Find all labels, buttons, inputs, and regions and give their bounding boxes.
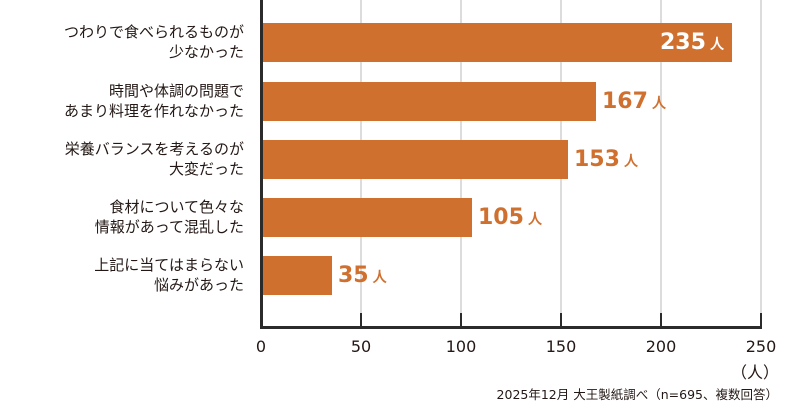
x-axis-unit-label: （人） xyxy=(731,363,780,382)
x-tick-250 xyxy=(760,313,762,327)
value-number: 153 xyxy=(574,147,620,172)
category-label-2: 時間や体調の問題で あまり料理を作れなかった xyxy=(0,81,244,121)
bar-3 xyxy=(262,140,568,179)
value-number: 105 xyxy=(478,205,524,230)
value-number: 35 xyxy=(338,263,369,288)
gridline-200 xyxy=(660,0,662,327)
value-unit: 人 xyxy=(651,96,666,112)
x-axis-line xyxy=(260,326,762,329)
category-label-line: 上記に当てはまらない xyxy=(94,256,244,274)
y-axis-line xyxy=(260,0,263,329)
value-number: 167 xyxy=(602,89,648,114)
category-label-5: 上記に当てはまらない 悩みがあった xyxy=(0,255,244,295)
bar-2 xyxy=(262,82,596,121)
category-label-3: 栄養バランスを考えるのが 大変だった xyxy=(0,139,244,179)
x-tick-label-150: 150 xyxy=(545,337,577,356)
category-label-1: つわりで食べられるものが 少なかった xyxy=(0,22,244,62)
x-tick-label-200: 200 xyxy=(645,337,677,356)
category-label-line: 大変だった xyxy=(168,160,244,178)
gridline-250 xyxy=(760,0,762,327)
value-label-3: 153 人 xyxy=(574,140,638,182)
value-label-1: 235 人 xyxy=(660,23,724,65)
x-tick-label-250: 250 xyxy=(745,337,777,356)
value-number: 235 xyxy=(660,30,706,55)
category-label-line: 情報があって混乱した xyxy=(94,218,244,236)
category-label-line: 少なかった xyxy=(168,43,244,61)
x-tick-150 xyxy=(560,313,562,327)
source-annotation: 2025年12月 大王製紙調べ（n=695、複数回答） xyxy=(496,387,778,402)
value-unit: 人 xyxy=(623,154,638,170)
value-unit: 人 xyxy=(709,37,724,53)
x-tick-label-0: 0 xyxy=(255,337,267,356)
x-tick-label-50: 50 xyxy=(350,337,372,356)
x-tick-50 xyxy=(360,313,362,327)
x-tick-100 xyxy=(460,313,462,327)
value-label-4: 105 人 xyxy=(478,198,542,240)
x-tick-label-100: 100 xyxy=(445,337,477,356)
category-label-line: つわりで食べられるものが xyxy=(63,23,244,41)
value-label-2: 167 人 xyxy=(602,82,666,124)
value-label-5: 35 人 xyxy=(338,256,387,298)
category-label-4: 食材について色々な 情報があって混乱した xyxy=(0,197,244,237)
category-label-line: あまり料理を作れなかった xyxy=(63,102,244,120)
bar-5 xyxy=(262,256,332,295)
bar-1 xyxy=(262,23,732,62)
category-label-line: 悩みがあった xyxy=(153,276,244,294)
bar-4 xyxy=(262,198,472,237)
category-label-line: 食材について色々な xyxy=(109,198,244,216)
value-unit: 人 xyxy=(527,212,542,228)
x-tick-200 xyxy=(660,313,662,327)
value-unit: 人 xyxy=(372,270,387,286)
category-label-line: 栄養バランスを考えるのが xyxy=(64,140,244,158)
category-label-line: 時間や体調の問題で xyxy=(108,82,244,100)
